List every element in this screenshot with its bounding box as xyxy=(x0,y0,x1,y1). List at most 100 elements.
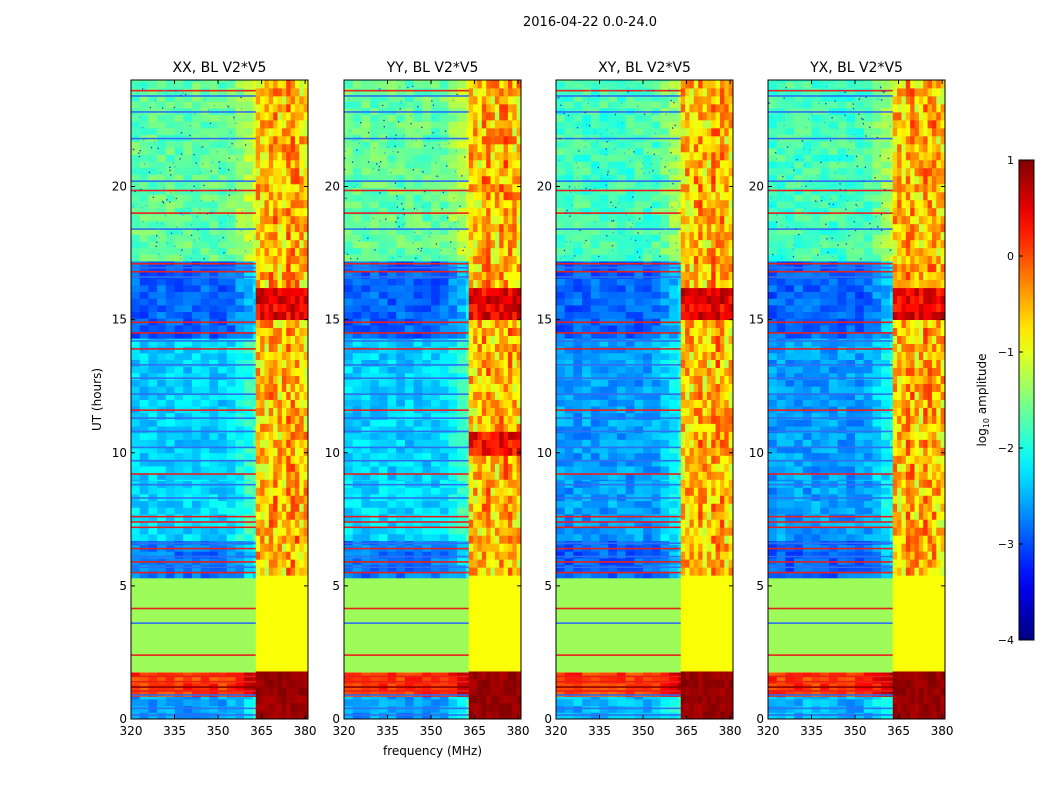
heatmap-cell xyxy=(148,507,157,514)
rfi-band-cell xyxy=(269,264,274,272)
rfi-band-cell xyxy=(499,152,504,160)
heatmap-cell xyxy=(457,292,466,299)
speckle xyxy=(236,221,237,222)
rfi-band-cell xyxy=(473,360,478,368)
rfi-band-cell xyxy=(504,511,509,519)
heatmap-cell xyxy=(405,234,414,241)
rfi-band-cell xyxy=(508,296,513,304)
rfi-band-cell xyxy=(499,88,504,96)
rfi-band-cell xyxy=(282,240,287,248)
heatmap-cell xyxy=(140,181,149,188)
speckle xyxy=(379,90,380,91)
heatmap-cell xyxy=(414,234,423,241)
rfi-band-cell xyxy=(269,695,274,703)
heatmap-cell xyxy=(175,353,184,360)
rfi-band-cell xyxy=(512,679,517,687)
rfi-band-cell xyxy=(482,407,487,415)
heatmap-cell xyxy=(457,278,466,285)
rfi-band-cell xyxy=(299,639,304,647)
heatmap-cell xyxy=(379,214,388,221)
heatmap-cell xyxy=(235,487,244,494)
rfi-band-cell xyxy=(278,655,283,663)
heatmap-cell xyxy=(344,278,353,285)
speckle xyxy=(191,199,192,200)
rfi-band-cell xyxy=(495,447,500,455)
rfi-band-cell xyxy=(504,447,509,455)
rfi-band-cell xyxy=(473,535,478,543)
speckle xyxy=(165,91,166,92)
heatmap-cell xyxy=(361,234,370,241)
speckle xyxy=(143,127,144,128)
heatmap-cell xyxy=(244,194,253,201)
heatmap-cell xyxy=(422,201,431,208)
speckle xyxy=(193,252,194,253)
heatmap-cell xyxy=(157,128,166,135)
heatmap-cell xyxy=(379,501,388,508)
speckle xyxy=(139,156,140,157)
heatmap-cell xyxy=(235,181,244,188)
speckle xyxy=(199,209,200,210)
heatmap-cell xyxy=(414,221,423,228)
heatmap-cell xyxy=(192,507,201,514)
rfi-band-cell xyxy=(256,256,261,264)
heatmap-cell xyxy=(600,712,609,719)
rfi-band-cell xyxy=(477,623,482,631)
heatmap-cell xyxy=(166,148,175,155)
rfi-band-cell xyxy=(286,543,291,551)
rfi-band-cell xyxy=(512,264,517,272)
rfi-band-cell xyxy=(486,328,491,336)
rfi-band-cell xyxy=(286,352,291,360)
heatmap-cell xyxy=(209,353,218,360)
heatmap-cell xyxy=(140,699,149,706)
rfi-band-cell xyxy=(508,288,513,296)
speckle xyxy=(360,122,361,123)
rfi-band-cell xyxy=(469,96,474,104)
heatmap-cell xyxy=(396,181,405,188)
heatmap-cell xyxy=(556,699,565,706)
heatmap-cell xyxy=(379,181,388,188)
heatmap-cell xyxy=(361,248,370,255)
rfi-band-cell xyxy=(264,567,269,575)
rfi-band-cell xyxy=(291,328,296,336)
heatmap-cell xyxy=(209,696,218,699)
heatmap-cell xyxy=(457,507,466,514)
rfi-band-cell xyxy=(256,495,261,503)
rfi-band-cell xyxy=(295,360,300,368)
heatmap-cell xyxy=(414,534,423,541)
heatmap-cell xyxy=(148,168,157,175)
rfi-band-cell xyxy=(260,615,265,623)
speckle xyxy=(432,132,433,133)
heatmap-cell xyxy=(440,161,449,168)
rfi-band-cell xyxy=(295,136,300,144)
rfi-band-cell xyxy=(269,240,274,248)
rfi-band-cell xyxy=(495,312,500,320)
heatmap-cell xyxy=(370,241,379,248)
rfi-band-cell xyxy=(504,256,509,264)
heatmap-cell xyxy=(422,214,431,221)
heatmap-cell xyxy=(201,81,210,88)
heatmap-cell xyxy=(140,254,149,261)
rfi-band-cell xyxy=(499,559,504,567)
rfi-band-cell xyxy=(482,663,487,671)
heatmap-cell xyxy=(344,433,353,440)
rfi-band-cell xyxy=(473,519,478,527)
heatmap-cell xyxy=(344,155,353,162)
rfi-band-cell xyxy=(512,423,517,431)
rfi-band-cell xyxy=(286,328,291,336)
speckle xyxy=(412,86,413,87)
rfi-band-cell xyxy=(482,88,487,96)
rfi-band-cell xyxy=(495,264,500,272)
rfi-band-cell xyxy=(273,80,278,88)
rfi-band-cell xyxy=(299,368,304,376)
heatmap-cell xyxy=(183,101,192,108)
rfi-band-cell xyxy=(482,256,487,264)
speckle xyxy=(436,243,437,244)
heatmap-cell xyxy=(414,514,423,521)
heatmap-cell xyxy=(414,81,423,88)
heatmap-cell xyxy=(201,353,210,360)
rfi-band-cell xyxy=(299,471,304,479)
rfi-band-cell xyxy=(499,679,504,687)
rfi-band-cell xyxy=(273,128,278,136)
rfi-band-cell xyxy=(282,136,287,144)
